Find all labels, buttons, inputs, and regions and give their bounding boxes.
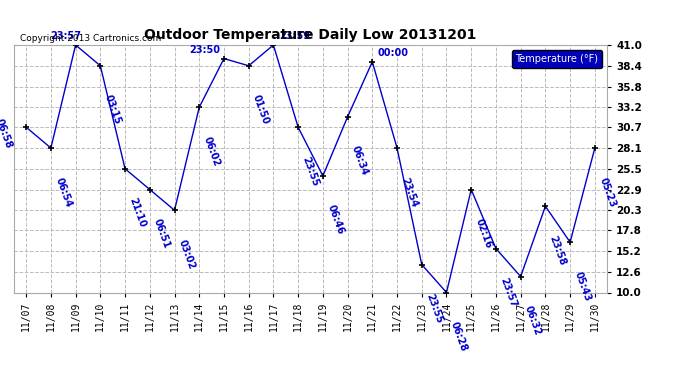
Text: 23:54: 23:54 (400, 176, 420, 209)
Text: 00:00: 00:00 (378, 48, 409, 58)
Text: 06:34: 06:34 (350, 145, 370, 177)
Text: 05:23: 05:23 (597, 176, 617, 209)
Text: 21:10: 21:10 (128, 196, 148, 229)
Text: 06:28: 06:28 (448, 320, 469, 353)
Text: 01:50: 01:50 (251, 94, 271, 126)
Legend: Temperature (°F): Temperature (°F) (511, 50, 602, 68)
Text: 23:55: 23:55 (300, 155, 320, 188)
Text: 06:32: 06:32 (523, 304, 543, 337)
Text: 03:02: 03:02 (177, 238, 197, 271)
Text: 23:57: 23:57 (50, 32, 81, 42)
Text: 06:51: 06:51 (152, 217, 172, 250)
Text: 02:16: 02:16 (473, 217, 493, 250)
Text: 06:02: 06:02 (201, 135, 221, 168)
Title: Outdoor Temperature Daily Low 20131201: Outdoor Temperature Daily Low 20131201 (144, 28, 477, 42)
Text: 23:58: 23:58 (548, 234, 568, 267)
Text: 23:57: 23:57 (498, 276, 518, 309)
Text: 23:50: 23:50 (189, 45, 220, 55)
Text: 06:54: 06:54 (53, 176, 73, 209)
Text: 03:15: 03:15 (103, 94, 123, 126)
Text: 06:58: 06:58 (0, 117, 14, 150)
Text: 06:46: 06:46 (325, 204, 345, 236)
Text: 05:43: 05:43 (573, 270, 593, 303)
Text: 23:55: 23:55 (424, 292, 444, 325)
Text: 23:59: 23:59 (279, 32, 310, 42)
Text: Copyright 2013 Cartronics.com: Copyright 2013 Cartronics.com (20, 33, 161, 42)
